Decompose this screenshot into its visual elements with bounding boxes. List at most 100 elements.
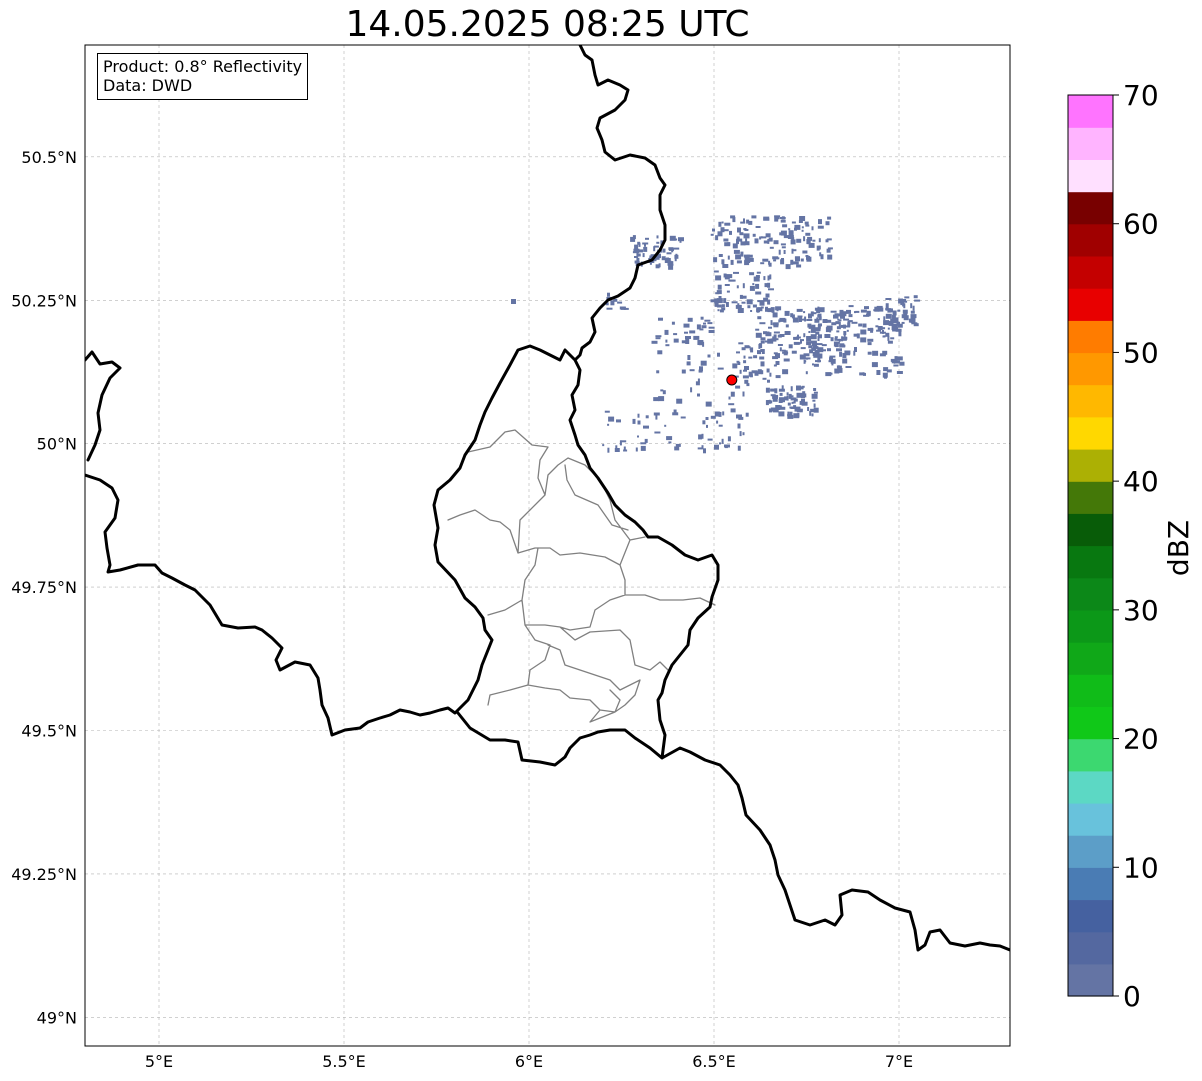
echo-pixel <box>813 391 818 394</box>
echo-pixel <box>787 235 794 239</box>
echo-pixel <box>821 344 827 347</box>
echo-pixel <box>623 449 628 452</box>
echo-pixel <box>649 255 652 259</box>
lon-tick-label: 7°E <box>885 1052 913 1071</box>
echo-pixel <box>810 328 816 333</box>
echo-pixel <box>781 258 784 260</box>
echo-pixel <box>780 230 787 236</box>
echo-pixel <box>772 336 777 341</box>
echo-pixel <box>737 362 741 365</box>
colorbar-segment <box>1068 931 1113 965</box>
echo-pixel <box>759 236 762 240</box>
echo-pixel <box>838 321 841 327</box>
echo-pixel <box>644 438 648 443</box>
lon-tick-label: 5.5°E <box>322 1052 366 1071</box>
colorbar-segment <box>1068 481 1113 514</box>
echo-pixel <box>620 440 627 443</box>
echo-pixel <box>891 308 893 313</box>
echo-pixel <box>788 344 793 349</box>
echo-pixel <box>806 357 809 360</box>
echo-pixel <box>716 298 723 304</box>
echo-pixel <box>851 321 858 324</box>
echo-pixel <box>616 419 621 423</box>
echo-pixel <box>843 324 846 329</box>
colorbar-segment <box>1068 255 1113 289</box>
echo-pixel <box>827 216 832 220</box>
lat-tick-label: 50.5°N <box>21 148 77 167</box>
echo-pixel <box>791 350 797 354</box>
colorbar <box>1067 94 1114 997</box>
echo-pixel <box>848 314 853 318</box>
colorbar-segment <box>1068 449 1113 482</box>
echo-pixel <box>769 408 772 413</box>
echo-pixel <box>858 323 863 327</box>
echo-pixel <box>800 339 804 342</box>
echo-pixel <box>785 324 789 328</box>
echo-pixel <box>801 229 804 232</box>
country-border-belgium-west <box>85 45 1010 952</box>
echo-pixel <box>848 320 853 323</box>
echo-pixel <box>779 406 786 410</box>
echo-pixel <box>913 295 918 299</box>
lat-tick-label: 49.25°N <box>11 865 77 884</box>
echo-pixel <box>794 406 801 412</box>
echo-pixel <box>671 261 674 266</box>
echo-pixel <box>721 304 725 308</box>
echo-pixel <box>846 309 851 314</box>
echo-pixel <box>660 389 664 392</box>
colorbar-segment <box>1068 835 1113 868</box>
colorbar-tick-label: 30 <box>1123 594 1159 627</box>
echo-pixel <box>871 362 878 368</box>
echo-pixel <box>780 259 785 265</box>
echo-pixel <box>758 307 760 313</box>
echo-pixel <box>809 349 814 354</box>
echo-pixel <box>665 339 668 343</box>
echo-pixel <box>837 338 843 341</box>
echo-pixel <box>805 371 808 375</box>
echo-pixel <box>831 322 837 326</box>
echo-pixel <box>793 405 797 408</box>
echo-pixel <box>848 305 854 308</box>
echo-pixel <box>716 420 719 424</box>
echo-pixel <box>809 410 812 416</box>
echo-pixel <box>841 336 844 342</box>
echo-pixel <box>667 262 672 265</box>
echo-pixel <box>839 309 844 314</box>
echo-pixel <box>830 337 834 342</box>
echo-pixel <box>716 304 722 308</box>
colorbar-tick-label: 20 <box>1123 723 1159 756</box>
echo-pixel <box>887 335 890 341</box>
echo-pixel <box>813 351 816 357</box>
echo-pixel <box>794 224 801 230</box>
echo-pixel <box>755 332 762 338</box>
colorbar-tick-label: 70 <box>1123 79 1159 112</box>
echo-pixel <box>760 262 765 265</box>
latitude-ticks: 49°N 49.25°N 49.5°N 49.75°N 50°N 50.25°N 50.5°… <box>11 148 77 1027</box>
echo-pixel <box>800 318 806 321</box>
echo-pixel <box>607 292 610 297</box>
colorbar-segment <box>1068 674 1113 707</box>
colorbar-segment <box>1068 642 1113 675</box>
echo-pixel <box>763 240 769 244</box>
echo-pixel <box>767 238 770 244</box>
echo-pixel <box>690 387 693 393</box>
echo-pixel <box>757 350 761 355</box>
echo-pixel <box>768 326 772 329</box>
echo-pixel <box>664 258 671 263</box>
echo-pixel <box>836 348 842 352</box>
echo-pixel <box>812 399 816 402</box>
echo-pixel <box>866 312 870 315</box>
echo-pixel <box>811 393 818 399</box>
echo-pixel <box>655 414 658 420</box>
echo-pixel <box>862 372 865 375</box>
echo-pixel <box>825 239 829 243</box>
echo-pixel <box>804 221 809 225</box>
echo-pixel <box>910 314 917 319</box>
echo-pixel <box>721 259 725 265</box>
colorbar-segment <box>1068 127 1113 160</box>
echo-pixel <box>811 343 814 346</box>
echo-pixel <box>727 255 730 260</box>
echo-pixel <box>743 228 746 231</box>
echo-pixel <box>781 216 785 220</box>
echo-pixel <box>668 441 672 444</box>
